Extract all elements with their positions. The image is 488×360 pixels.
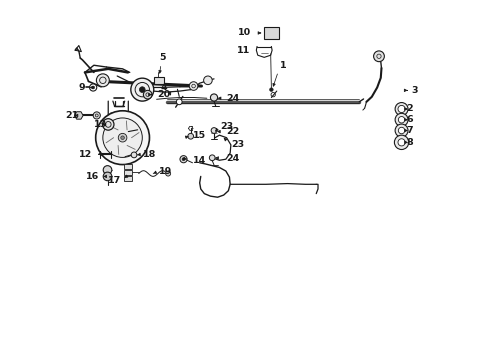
Text: 6: 6 <box>406 115 412 124</box>
Circle shape <box>373 51 384 62</box>
Circle shape <box>131 78 153 101</box>
Text: 18: 18 <box>143 150 157 159</box>
Circle shape <box>398 117 404 123</box>
Circle shape <box>121 136 124 139</box>
Text: 4: 4 <box>161 83 167 92</box>
Circle shape <box>143 90 152 99</box>
Text: 20: 20 <box>158 90 170 99</box>
Circle shape <box>165 171 170 176</box>
Circle shape <box>180 156 187 163</box>
Circle shape <box>210 94 217 101</box>
Text: 13: 13 <box>94 120 107 129</box>
Circle shape <box>397 139 405 146</box>
Circle shape <box>394 124 407 137</box>
Bar <box>124 170 131 175</box>
Text: 22: 22 <box>225 127 239 136</box>
Text: 15: 15 <box>192 131 205 140</box>
Text: 16: 16 <box>86 172 99 181</box>
Circle shape <box>182 158 184 161</box>
Text: 17: 17 <box>107 176 121 185</box>
Text: 23: 23 <box>220 122 233 131</box>
Text: 21: 21 <box>65 111 78 120</box>
Text: 11: 11 <box>236 46 249 55</box>
Circle shape <box>131 152 137 158</box>
Circle shape <box>394 113 407 126</box>
Text: 2: 2 <box>406 104 412 113</box>
Circle shape <box>102 119 114 130</box>
Text: 14: 14 <box>192 156 205 165</box>
Circle shape <box>397 105 405 113</box>
Text: 24: 24 <box>225 154 239 163</box>
Circle shape <box>103 172 112 181</box>
Polygon shape <box>74 112 83 119</box>
Circle shape <box>394 103 407 116</box>
Text: 12: 12 <box>79 150 92 159</box>
Circle shape <box>89 84 97 91</box>
Text: 9: 9 <box>78 83 85 92</box>
Text: 24: 24 <box>225 94 239 103</box>
Circle shape <box>187 134 193 139</box>
Bar <box>124 164 131 169</box>
Text: 3: 3 <box>410 86 417 95</box>
Text: 8: 8 <box>405 138 412 147</box>
Circle shape <box>394 135 408 149</box>
Circle shape <box>398 127 404 134</box>
Circle shape <box>96 111 149 165</box>
Circle shape <box>189 82 198 90</box>
Text: 1: 1 <box>280 61 286 70</box>
Text: 19: 19 <box>159 167 172 176</box>
Text: 23: 23 <box>230 140 244 149</box>
Circle shape <box>118 134 126 142</box>
Text: 10: 10 <box>237 28 250 37</box>
Circle shape <box>211 128 217 134</box>
Circle shape <box>203 76 212 85</box>
Circle shape <box>103 166 112 174</box>
Bar <box>124 176 131 181</box>
Circle shape <box>209 155 215 161</box>
Circle shape <box>92 86 94 89</box>
Text: 5: 5 <box>159 53 165 62</box>
Circle shape <box>139 87 145 93</box>
Circle shape <box>269 88 273 91</box>
Circle shape <box>93 112 100 119</box>
Bar <box>154 77 164 84</box>
Circle shape <box>102 118 142 157</box>
Circle shape <box>96 74 109 87</box>
Circle shape <box>176 99 182 105</box>
Bar <box>264 27 279 39</box>
Text: 7: 7 <box>406 126 412 135</box>
